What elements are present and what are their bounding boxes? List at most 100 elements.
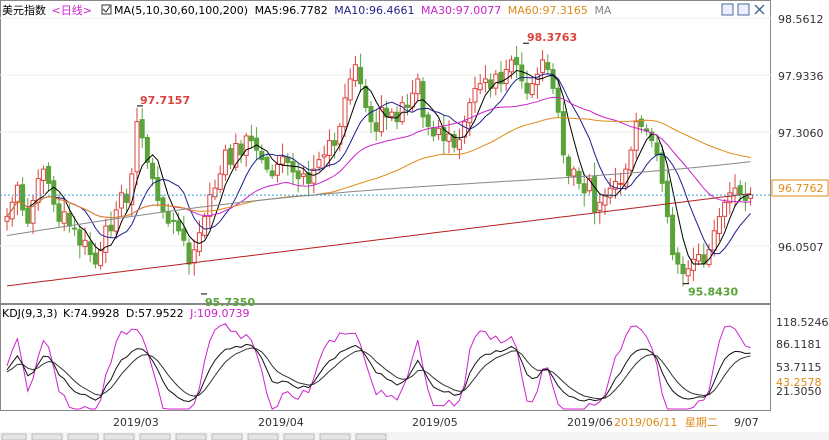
candle-body (441, 127, 447, 142)
toolbar-button[interactable] (283, 433, 315, 440)
candle-body (9, 201, 15, 220)
price-tick: 97.9336 (778, 70, 824, 83)
candle-body (274, 163, 280, 176)
candle-body (545, 62, 551, 70)
candle-body (358, 66, 364, 85)
candle-body (560, 111, 566, 156)
candle-body (280, 156, 286, 165)
candle-body (113, 209, 119, 232)
candle-body (748, 194, 754, 199)
candle-body (586, 178, 592, 192)
candle-body (571, 168, 577, 177)
ma-params: MA(5,10,30,60,100,200) (114, 4, 248, 17)
candle-body (165, 210, 171, 224)
candle-body (217, 173, 223, 190)
crosshair-date-box (612, 414, 752, 430)
candle-body (264, 156, 270, 170)
price-axis: 98.5612 97.9336 97.3060 96.7762 96.0507 (771, 13, 829, 254)
candle-body (550, 69, 556, 89)
candle-body (332, 140, 338, 146)
close-icon[interactable] (754, 4, 765, 15)
candle-body (446, 133, 452, 142)
candle-body (597, 201, 603, 211)
candle-body (690, 258, 696, 271)
ma100-line (6, 161, 751, 237)
candle-body (404, 104, 410, 108)
candle-body (87, 241, 93, 256)
candle-body (269, 170, 275, 177)
low-annotation: 95.7350 (205, 296, 255, 309)
candle-body (633, 121, 639, 151)
current-price-label: 96.7762 (778, 182, 824, 195)
toolbar-button[interactable] (319, 433, 351, 440)
settings-icon[interactable] (721, 3, 734, 16)
price-panel-frame (0, 0, 771, 304)
kdj-k-line (6, 343, 751, 403)
crosshair-tail: 9/07 (734, 416, 759, 429)
candle-body (321, 154, 327, 158)
candle-body (352, 64, 358, 82)
candle-body (196, 232, 202, 252)
current-price-box (771, 179, 829, 197)
candle-body (394, 111, 400, 123)
candle-body (144, 136, 150, 163)
time-label: 2019/06 (567, 416, 613, 429)
crosshair-weekday: 星期二 (685, 416, 718, 429)
candle-body (150, 162, 156, 180)
candle-body (326, 140, 332, 156)
toolbar-button[interactable] (67, 433, 99, 440)
candle-body (477, 83, 483, 91)
svg-text:MA(5,10,30,60,100,200) MA5: MA(5,10,30,60,100,200) MA5:96.7782 MA10:… (114, 4, 612, 17)
candle-body (373, 122, 379, 132)
candle-body (233, 142, 239, 168)
candle-body (212, 187, 218, 198)
instrument-title: 美元指数 (2, 3, 46, 17)
price-tick: 98.5612 (778, 13, 824, 26)
kdj-j-line (6, 323, 751, 410)
toolbar-button[interactable] (175, 433, 207, 440)
candle-body (503, 68, 509, 85)
candle-body (519, 64, 525, 82)
ma60-line (6, 117, 751, 219)
candle-body (254, 137, 260, 151)
candle-body (389, 111, 395, 118)
kdj-tick: 21.3050 (776, 385, 822, 398)
ma5-value: MA5:96.7782 (255, 4, 328, 17)
candle-body (716, 216, 722, 234)
candle-body (467, 102, 473, 124)
candle-body (14, 184, 20, 203)
toolbar-button[interactable] (211, 433, 243, 440)
candle-body (618, 182, 624, 185)
kdj-j-value: J:109.0739 (189, 307, 249, 320)
candle-body (368, 106, 374, 123)
ma30-line (6, 96, 751, 219)
candle-body (77, 229, 83, 246)
bottom-toolbar (0, 432, 829, 440)
toolbar-button[interactable] (247, 433, 279, 440)
candle-body (472, 87, 478, 103)
ma60-value: MA60:97.3165 (508, 4, 588, 17)
toolbar-button[interactable] (355, 433, 387, 440)
ma10-line (6, 73, 751, 255)
candle-body (222, 149, 228, 176)
toolbar-button[interactable] (103, 433, 135, 440)
kdj-axis: 118.5246 86.1181 53.7115 43.2578 21.3050 (776, 316, 829, 398)
ma-toggle-icon[interactable] (101, 4, 112, 15)
price-tick: 96.0507 (778, 241, 824, 254)
candle-body (732, 187, 738, 196)
grid (0, 17, 771, 247)
toolbar-button[interactable] (31, 433, 63, 440)
candle-body (248, 135, 254, 142)
price-tick: 97.3060 (778, 127, 824, 140)
candle-body (493, 73, 499, 89)
candle-body (311, 168, 317, 184)
toolbar-button[interactable] (1, 433, 27, 440)
time-label: 2019/03 (113, 416, 159, 429)
candle-body (654, 142, 660, 156)
candle-body (186, 242, 192, 265)
layout-icon[interactable] (737, 3, 750, 16)
toolbar-button[interactable] (139, 433, 171, 440)
candle-body (415, 78, 421, 95)
candle-body (181, 228, 187, 241)
